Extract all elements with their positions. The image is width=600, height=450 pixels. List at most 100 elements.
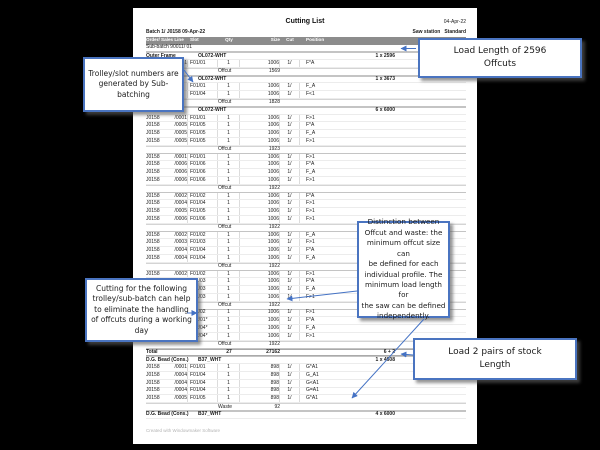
cell-sales-line: /0005 (172, 208, 188, 216)
waste-row: Waste 92 (146, 403, 466, 411)
cell-slot: F01/01 (188, 114, 218, 122)
report-date: 04-Apr-22 (443, 19, 466, 25)
cell-off-label: Offcut (218, 224, 232, 231)
cell-total-label: Total (146, 348, 158, 355)
cell-description: D.G. Bead (Cons.) (146, 411, 189, 418)
cell-waste-label: Waste (218, 403, 232, 410)
cell-size: 1006 (240, 278, 280, 286)
cell-position: G<A1 (306, 379, 319, 386)
cell-qty: 1 (218, 278, 240, 286)
cell-order: J0158 (146, 114, 160, 121)
cell-slot: F02/04* (188, 325, 218, 332)
cell-size: 898 (240, 371, 280, 379)
cell-qty: 1 (218, 216, 240, 223)
cell-total-size: 27162 (266, 348, 280, 355)
off-row: Offcut 1922 (146, 301, 466, 310)
cell-off-label: Offcut (218, 302, 232, 309)
cell-off-label: Offcut (218, 146, 232, 153)
cell-qty: 1 (218, 395, 240, 403)
cell-position: F>1 (306, 239, 315, 246)
cell-qty: 1 (218, 239, 240, 247)
table-row: J0158/0006 F01/06 1 1006 1/F>1 (146, 216, 466, 224)
cell-position: F*A (306, 192, 315, 199)
cell-size: 1006 (240, 239, 280, 247)
cell-slot: F01/05 (188, 208, 218, 216)
cell-order: J0158 (146, 208, 160, 215)
cell-position: F_A (306, 169, 316, 176)
cell-slot: F01/06 (188, 169, 218, 177)
cell-size: 1006 (240, 208, 280, 216)
cell-size: 1006 (240, 317, 280, 325)
cell-size: 1006 (240, 83, 280, 91)
cell-order: J0158 (146, 192, 160, 199)
cell-order: J0158 (146, 200, 160, 207)
cell-qty: 1 (218, 317, 240, 325)
cell-slot: F01/01 (188, 153, 218, 161)
cell-slot: F01/01 (188, 364, 218, 371)
table-row: J0158/0004 F01/04 1 1006 1/F*A (146, 247, 466, 256)
cell-total-stock: 6 + 2 (383, 348, 395, 355)
cell-size: 1006 (240, 169, 280, 177)
cell-cut: 1/ (280, 177, 300, 184)
cell-position: G*A1 (306, 395, 318, 402)
cell-position: F>1 (306, 176, 315, 183)
cell-total-qty: 27 (226, 348, 232, 355)
cell-slot: F01/04 (188, 91, 218, 99)
cell-cut: 1/ (280, 161, 300, 169)
cell-stock: 1 x 4608 (375, 356, 395, 363)
cell-sales-line: /0005 (172, 122, 188, 130)
cell-position: F_A (306, 254, 316, 261)
cell-position: F_A (306, 325, 316, 332)
callout-load-length: Load Length of 2596 Offcuts (418, 38, 582, 78)
table-row: J0158/0001 F01/01 1 898 1/G*A1 (146, 364, 466, 372)
cell-cut: 1/ (280, 309, 300, 317)
cell-sales-line: /0001 (172, 364, 188, 371)
saw-station: Saw station Standard (409, 29, 466, 35)
cell-sales-line: /0001 (172, 153, 188, 161)
cell-off-value: 1922 (268, 302, 280, 309)
cell-position: F>1 (306, 208, 315, 215)
callout-following-trolley: Cutting for the following trolley/sub-ba… (85, 278, 198, 342)
table-row: J0158/0004 F01/04 1 898 1/G<A1 (146, 379, 466, 388)
cell-order: J0158 (146, 395, 160, 402)
cell-position: F>1 (306, 293, 315, 300)
cell-size: 898 (240, 364, 280, 371)
cell-cut: 1/ (280, 83, 300, 91)
cell-qty: 1 (218, 122, 240, 130)
cell-slot: F01/04 (188, 379, 218, 387)
cell-sales-line (172, 91, 188, 99)
cell-order: J0158 (146, 137, 160, 144)
cell-order: J0158 (146, 153, 160, 160)
cell-sales-line: /0004 (172, 387, 188, 395)
cell-position: F*A (306, 122, 315, 129)
cell-size: 1006 (240, 200, 280, 208)
cell-size: 1006 (240, 270, 280, 278)
cell-position: F>1 (306, 153, 315, 160)
cell-position: F*A (306, 59, 315, 66)
cell-size: 1006 (240, 332, 280, 340)
cell-qty: 1 (218, 231, 240, 239)
cell-cut: 1/ (280, 325, 300, 332)
cell-order: J0158 (146, 371, 160, 378)
cell-order: J0158 (146, 254, 160, 261)
cell-slot: F02/01* (188, 317, 218, 325)
cell-size: 1006 (240, 138, 280, 145)
cell-sales-line: /0002 (172, 231, 188, 239)
cell-slot: F01/03 (188, 239, 218, 247)
cell-order: J0158 (146, 247, 160, 254)
cell-sales-line: /0004 (172, 371, 188, 379)
cell-size: 1006 (240, 91, 280, 99)
cell-description: Outer Frame (146, 52, 176, 59)
cell-cut: 1/ (280, 332, 300, 340)
table-row: F01/01 1 1006 1/F_A (146, 83, 466, 92)
cell-position: F>1 (306, 309, 315, 316)
cell-order: J0158 (146, 231, 160, 238)
cell-cut: 1/ (280, 286, 300, 293)
cell-profile: OL072-WHT (198, 52, 227, 59)
cell-size: 898 (240, 379, 280, 387)
cell-size: 1006 (240, 247, 280, 255)
cell-cut: 1/ (280, 114, 300, 122)
table-row: J0158/0006 F01/06 1 1006 1/F_A (146, 169, 466, 178)
cell-size: 1006 (240, 122, 280, 130)
cell-size: 1006 (240, 161, 280, 169)
